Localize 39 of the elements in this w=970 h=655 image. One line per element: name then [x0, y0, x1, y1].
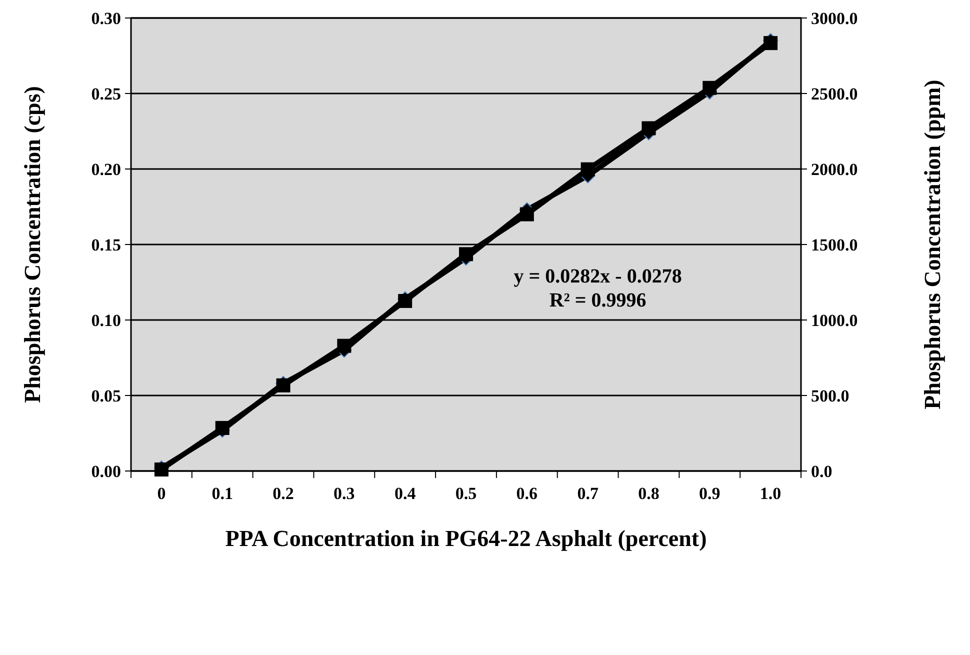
y2-tick-label: 0.0: [811, 462, 832, 481]
x-tick-label: 0.4: [394, 484, 416, 503]
y2-tick-label: 2000.0: [811, 160, 858, 179]
x-tick-label: 0.7: [577, 484, 599, 503]
x-tick-label: 0.9: [699, 484, 720, 503]
x-tick-label: 0.6: [516, 484, 538, 503]
y-tick-label: 0.15: [91, 235, 121, 254]
x-tick-label: 1.0: [760, 484, 782, 503]
y-tick-label: 0.25: [91, 84, 121, 104]
y2-tick-label: 3000.0: [811, 8, 858, 28]
x-tick-label: 0.1: [212, 484, 233, 503]
y2-axis-title: Phosphorus Concentration (ppm): [920, 80, 945, 410]
y2-tick-label: 2500.0: [811, 84, 858, 104]
y2-tick-label: 1500.0: [811, 235, 858, 254]
point: [337, 338, 352, 353]
annotation: y = 0.0282x - 0.0278 R² = 0.9996: [514, 265, 682, 312]
x-tick-label: 0.8: [638, 484, 660, 503]
point: [398, 294, 412, 308]
point: [215, 420, 230, 435]
y2-tick-label: 1000.0: [811, 310, 858, 330]
point: [459, 247, 473, 262]
x-tick-label: 0.2: [272, 484, 294, 503]
x-tick-label: 0.5: [455, 484, 477, 503]
y-tick-label: 0.10: [91, 310, 121, 330]
y-tick-label: 0.30: [91, 8, 121, 28]
point: [520, 207, 534, 222]
point: [702, 80, 717, 95]
point: [764, 36, 778, 50]
x-axis-title: PPA Concentration in PG64-22 Asphalt (percent): [225, 526, 707, 551]
point: [580, 162, 595, 176]
point: [642, 121, 656, 136]
y-axis-title: Phosphorus Concentration (cps): [20, 86, 45, 403]
x-tick-label: 0: [157, 484, 166, 503]
x-tick-label: 0.3: [334, 484, 355, 503]
y2-tick-label: 500.0: [811, 386, 850, 406]
y-tick-label: 0.00: [91, 462, 121, 481]
y-tick-label: 0.05: [91, 386, 121, 406]
y-tick-label: 0.20: [91, 160, 121, 179]
point: [276, 378, 290, 392]
